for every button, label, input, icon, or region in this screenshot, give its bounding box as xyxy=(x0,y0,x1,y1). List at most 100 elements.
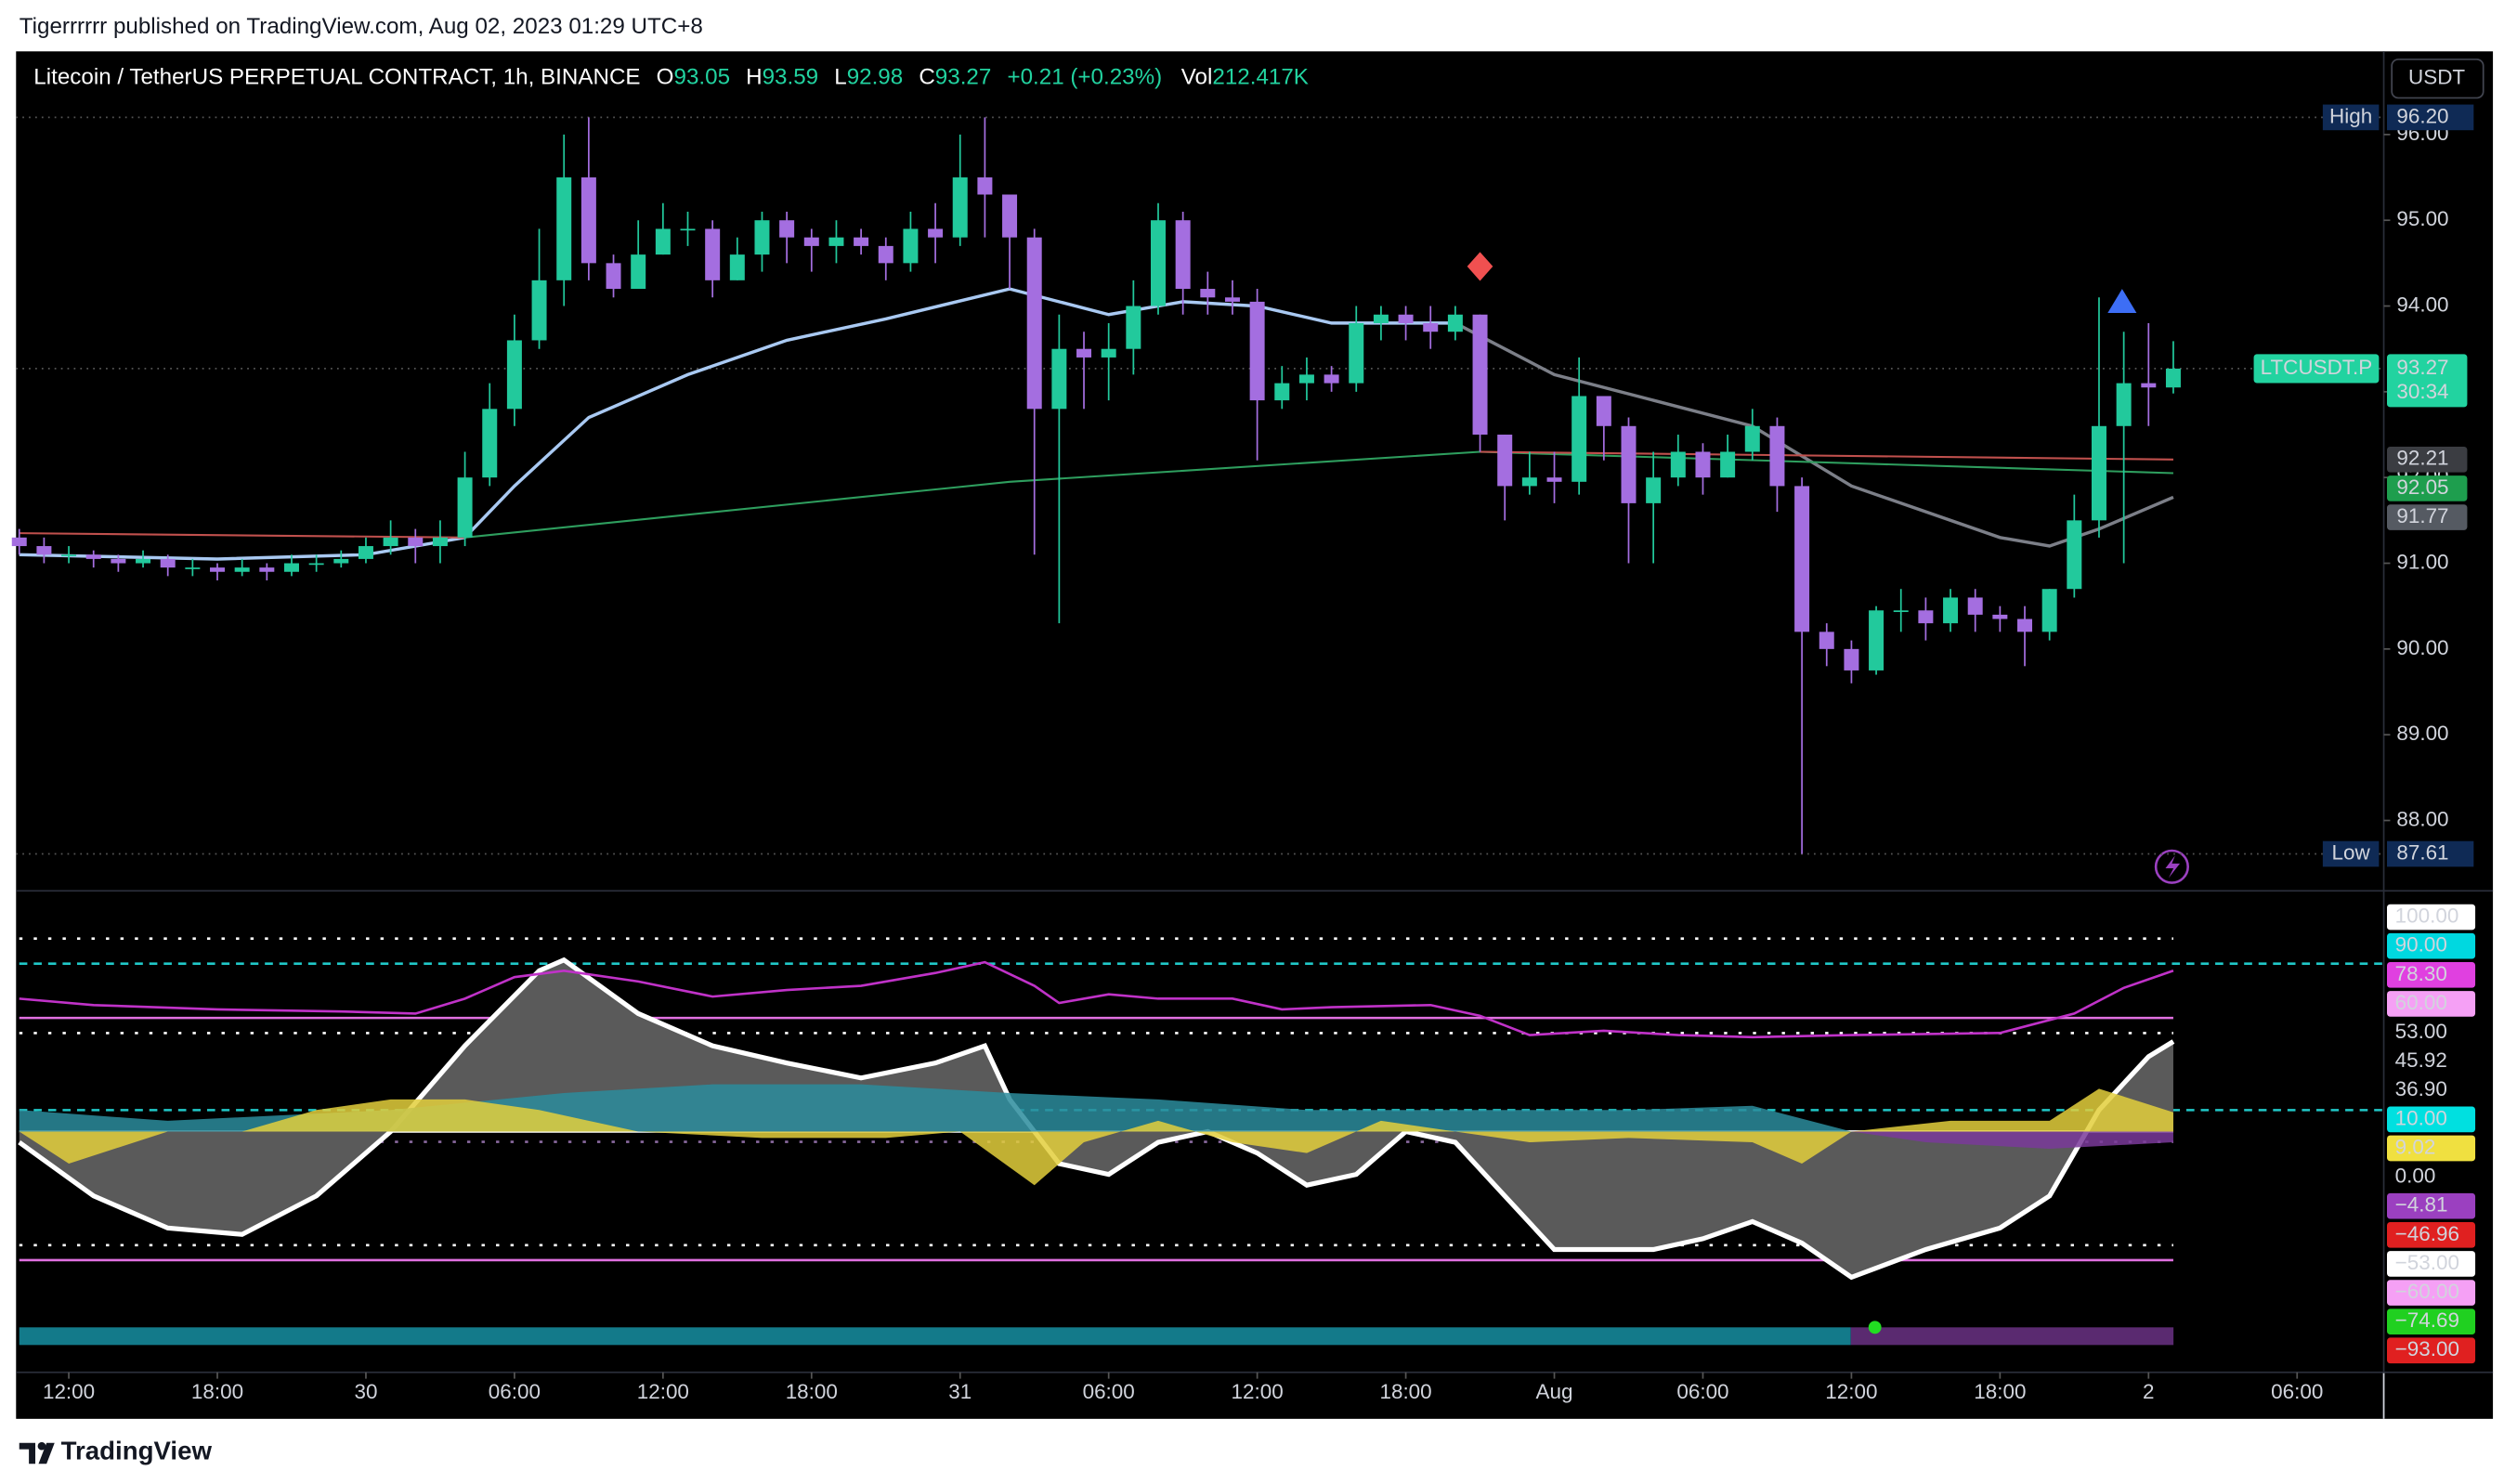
level-label: −74.69 xyxy=(2395,1308,2459,1332)
level-tag xyxy=(2387,1192,2476,1219)
extreme-name: Low xyxy=(2332,840,2371,864)
candle-body xyxy=(1992,614,2008,619)
chart-background xyxy=(16,51,2494,1419)
x-tick-label: 06:00 xyxy=(2271,1380,2323,1403)
trend-bar-bear xyxy=(1850,1327,2174,1346)
candle-body xyxy=(1373,314,1389,323)
candle-body xyxy=(2017,618,2033,632)
candle-body xyxy=(1298,374,1314,384)
currency-label[interactable]: USDT xyxy=(2408,66,2465,89)
legend-value: 93.59 xyxy=(763,65,819,90)
price-tag xyxy=(2387,446,2468,473)
legend-change: +0.21 (+0.23%) xyxy=(1007,65,1162,90)
signal-diamond xyxy=(1467,252,1493,281)
candle-body xyxy=(111,558,126,564)
extreme-name: High xyxy=(2329,104,2372,127)
candle-body xyxy=(1596,396,1611,426)
level-tag xyxy=(2387,1280,2476,1306)
candle-body xyxy=(358,546,373,559)
candle-body xyxy=(903,228,919,264)
candle-body xyxy=(1967,597,1983,615)
legend-key: Vol xyxy=(1181,65,1213,90)
y-tick-label: 89.00 xyxy=(2396,722,2448,745)
level-label: −93.00 xyxy=(2395,1337,2459,1360)
candle-body xyxy=(878,245,893,264)
signal-triangle xyxy=(2107,289,2137,314)
level-label: 0.00 xyxy=(2395,1165,2436,1188)
level-label: −60.00 xyxy=(2395,1280,2459,1303)
candle-body xyxy=(729,254,745,280)
candle-body xyxy=(1200,289,1216,298)
extreme-value: 87.61 xyxy=(2396,840,2448,864)
candle-body xyxy=(1324,374,1339,384)
candle-body xyxy=(1026,237,1042,410)
lightning-icon[interactable] xyxy=(2154,849,2189,884)
extreme-value: 96.20 xyxy=(2396,104,2448,127)
legend-key: O xyxy=(657,65,674,90)
candle-body xyxy=(1869,610,1884,670)
oscillator-line xyxy=(19,960,2174,1039)
candle-body xyxy=(556,177,572,280)
candle-body xyxy=(531,280,547,341)
level-label: 9.02 xyxy=(2395,1135,2436,1158)
price-tag xyxy=(2387,504,2468,530)
oscillator-area xyxy=(19,959,2173,1278)
candle-body xyxy=(1175,220,1191,290)
candle-body xyxy=(977,177,993,195)
level-label: 90.00 xyxy=(2395,933,2447,957)
x-tick-label: 12:00 xyxy=(43,1380,95,1403)
extreme-value-box xyxy=(2387,104,2474,131)
x-tick-label: 2 xyxy=(2143,1380,2154,1403)
x-tick-label: 12:00 xyxy=(637,1380,689,1403)
brand-logo xyxy=(19,1441,55,1464)
candle-body xyxy=(655,228,671,255)
x-tick-label: 06:00 xyxy=(489,1380,541,1403)
currency-button[interactable] xyxy=(2391,59,2484,99)
logo-part xyxy=(19,1442,36,1464)
candle-body xyxy=(259,567,275,572)
candle-body xyxy=(1670,451,1686,478)
trend-bar-bull xyxy=(19,1327,1851,1346)
x-tick-label: 06:00 xyxy=(1083,1380,1135,1403)
logo-part xyxy=(38,1442,55,1464)
candle-body xyxy=(1126,306,1141,349)
level-label: −46.96 xyxy=(2395,1222,2459,1245)
extreme-name-box xyxy=(2322,104,2380,131)
legend-value: 212.417K xyxy=(1212,65,1309,90)
candle-body xyxy=(952,177,968,238)
candle-body xyxy=(457,477,473,538)
candle-body xyxy=(36,546,52,555)
candle-body xyxy=(1349,322,1364,384)
candle-body xyxy=(85,554,101,559)
oscillator-area xyxy=(1851,1131,2173,1149)
y-tick-label: 90.00 xyxy=(2396,636,2448,659)
candle-body xyxy=(2141,383,2157,388)
candle-body xyxy=(1844,648,1859,670)
candle-body xyxy=(1051,348,1067,410)
level-label: 60.00 xyxy=(2395,991,2447,1014)
candle-body xyxy=(383,537,398,547)
candle-body xyxy=(1744,425,1760,452)
legend: Litecoin / TetherUS PERPETUAL CONTRACT, … xyxy=(33,65,1309,90)
level-label: 100.00 xyxy=(2395,905,2459,928)
level-tag xyxy=(2387,1164,2476,1191)
x-tick-label: 06:00 xyxy=(1676,1380,1728,1403)
x-tick-label: 18:00 xyxy=(191,1380,243,1403)
level-label: 45.92 xyxy=(2395,1048,2447,1072)
candle-body xyxy=(210,567,226,572)
candle-body xyxy=(1819,631,1834,649)
x-tick-label: 12:00 xyxy=(1825,1380,1877,1403)
candle-body xyxy=(680,228,696,231)
candle-body xyxy=(1646,477,1662,503)
lightning-glyph xyxy=(2165,855,2181,879)
level-label: 78.30 xyxy=(2395,962,2447,985)
legend-key: C xyxy=(919,65,934,90)
candle-body xyxy=(1274,383,1290,401)
level-label: 10.00 xyxy=(2395,1106,2447,1129)
candle-body xyxy=(160,558,176,568)
price-tag xyxy=(2387,475,2468,501)
candle-body xyxy=(11,537,27,547)
y-tick-label: 91.00 xyxy=(2396,550,2448,573)
price-tag-label: 91.77 xyxy=(2396,504,2448,527)
